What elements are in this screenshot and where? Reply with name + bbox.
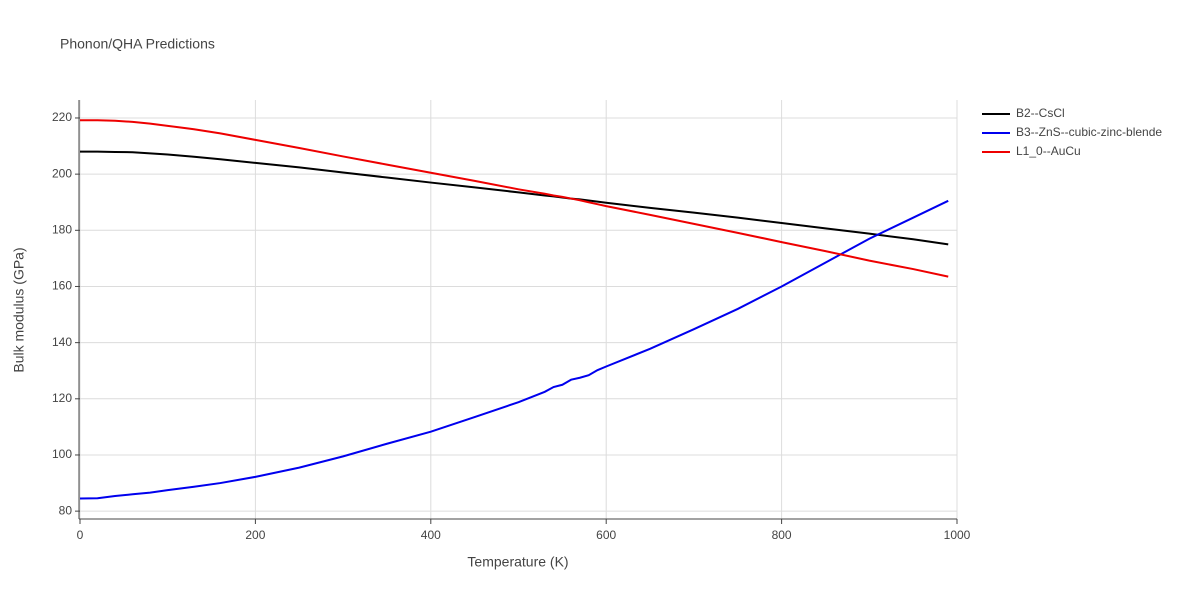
series-line [79, 199, 949, 500]
y-tick-label: 180 [52, 222, 72, 236]
y-tick-label: 140 [52, 335, 72, 349]
chart-title: Phonon/QHA Predictions [60, 36, 215, 52]
x-tick-label: 200 [245, 528, 265, 542]
x-tick-label: 600 [596, 528, 616, 542]
legend-label: B2--CsCl [1016, 106, 1065, 120]
y-tick-label: 160 [52, 279, 72, 293]
x-tick-label: 400 [421, 528, 441, 542]
series-line [80, 150, 949, 246]
y-tick-label: 200 [52, 166, 72, 180]
x-tick-label: 0 [77, 528, 84, 542]
y-tick-label: 80 [59, 503, 73, 517]
x-tick-label: 800 [772, 528, 792, 542]
y-tick-label: 220 [52, 110, 72, 124]
series-line [80, 119, 949, 278]
legend-label: B3--ZnS--cubic-zinc-blende [1016, 125, 1162, 139]
y-axis-title: Bulk modulus (GPa) [11, 247, 27, 372]
x-axis-title: Temperature (K) [467, 554, 568, 570]
y-tick-label: 100 [52, 447, 72, 461]
y-tick-label: 120 [52, 391, 72, 405]
legend-label: L1_0--AuCu [1016, 144, 1081, 158]
x-tick-label: 1000 [944, 528, 971, 542]
